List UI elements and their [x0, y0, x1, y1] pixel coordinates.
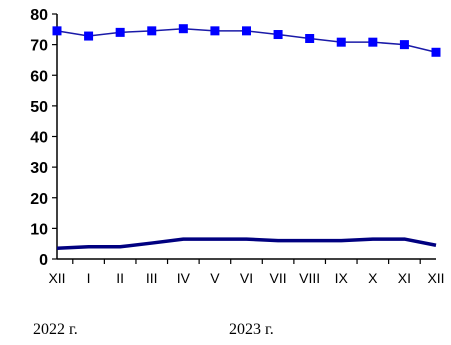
x-tick-label: I — [87, 270, 91, 286]
series-1-point — [178, 24, 188, 34]
x-tick-label: IV — [177, 270, 191, 286]
y-tick-label: 80 — [30, 7, 48, 24]
x-tick-label: VII — [270, 270, 287, 286]
series-1-point — [52, 26, 62, 36]
x-tick-label: VI — [240, 270, 253, 286]
series-1-point — [273, 30, 283, 40]
series-2-line — [56, 237, 437, 251]
x-tick-label: IX — [335, 270, 349, 286]
x-tick-label: XI — [398, 270, 411, 286]
axes — [52, 13, 436, 264]
y-tick-label: 70 — [30, 38, 48, 55]
series-1-point — [431, 47, 441, 57]
y-tick-label: 20 — [30, 191, 48, 208]
series-1-point — [115, 27, 125, 37]
y-tick-label: 50 — [30, 99, 48, 116]
series-1-point — [399, 40, 409, 50]
y-tick-label: 60 — [30, 68, 48, 85]
x-tick-label: III — [146, 270, 158, 286]
y-tick-label: 30 — [30, 160, 48, 177]
series-1-point — [368, 37, 378, 47]
series-1-point — [336, 37, 346, 47]
y-tick-label: 0 — [39, 252, 48, 269]
series-1-point — [242, 26, 251, 36]
series-group — [52, 24, 441, 251]
series-1-point — [305, 34, 315, 43]
series-1-point — [210, 26, 220, 36]
x-tick-label: V — [210, 270, 220, 286]
x-tick-label: XII — [427, 270, 444, 286]
series-1-point — [84, 31, 94, 41]
y-tick-label: 10 — [30, 221, 48, 238]
year-label-2023: 2023 г. — [229, 321, 274, 338]
x-tick-label: VIII — [299, 270, 320, 286]
y-tick-label: 40 — [30, 130, 48, 147]
x-tick-label: X — [368, 270, 378, 286]
year-label-2022: 2022 г. — [33, 321, 78, 338]
x-tick-label: XII — [48, 270, 65, 286]
series-1-point — [147, 26, 157, 36]
x-tick-label: II — [116, 270, 124, 286]
